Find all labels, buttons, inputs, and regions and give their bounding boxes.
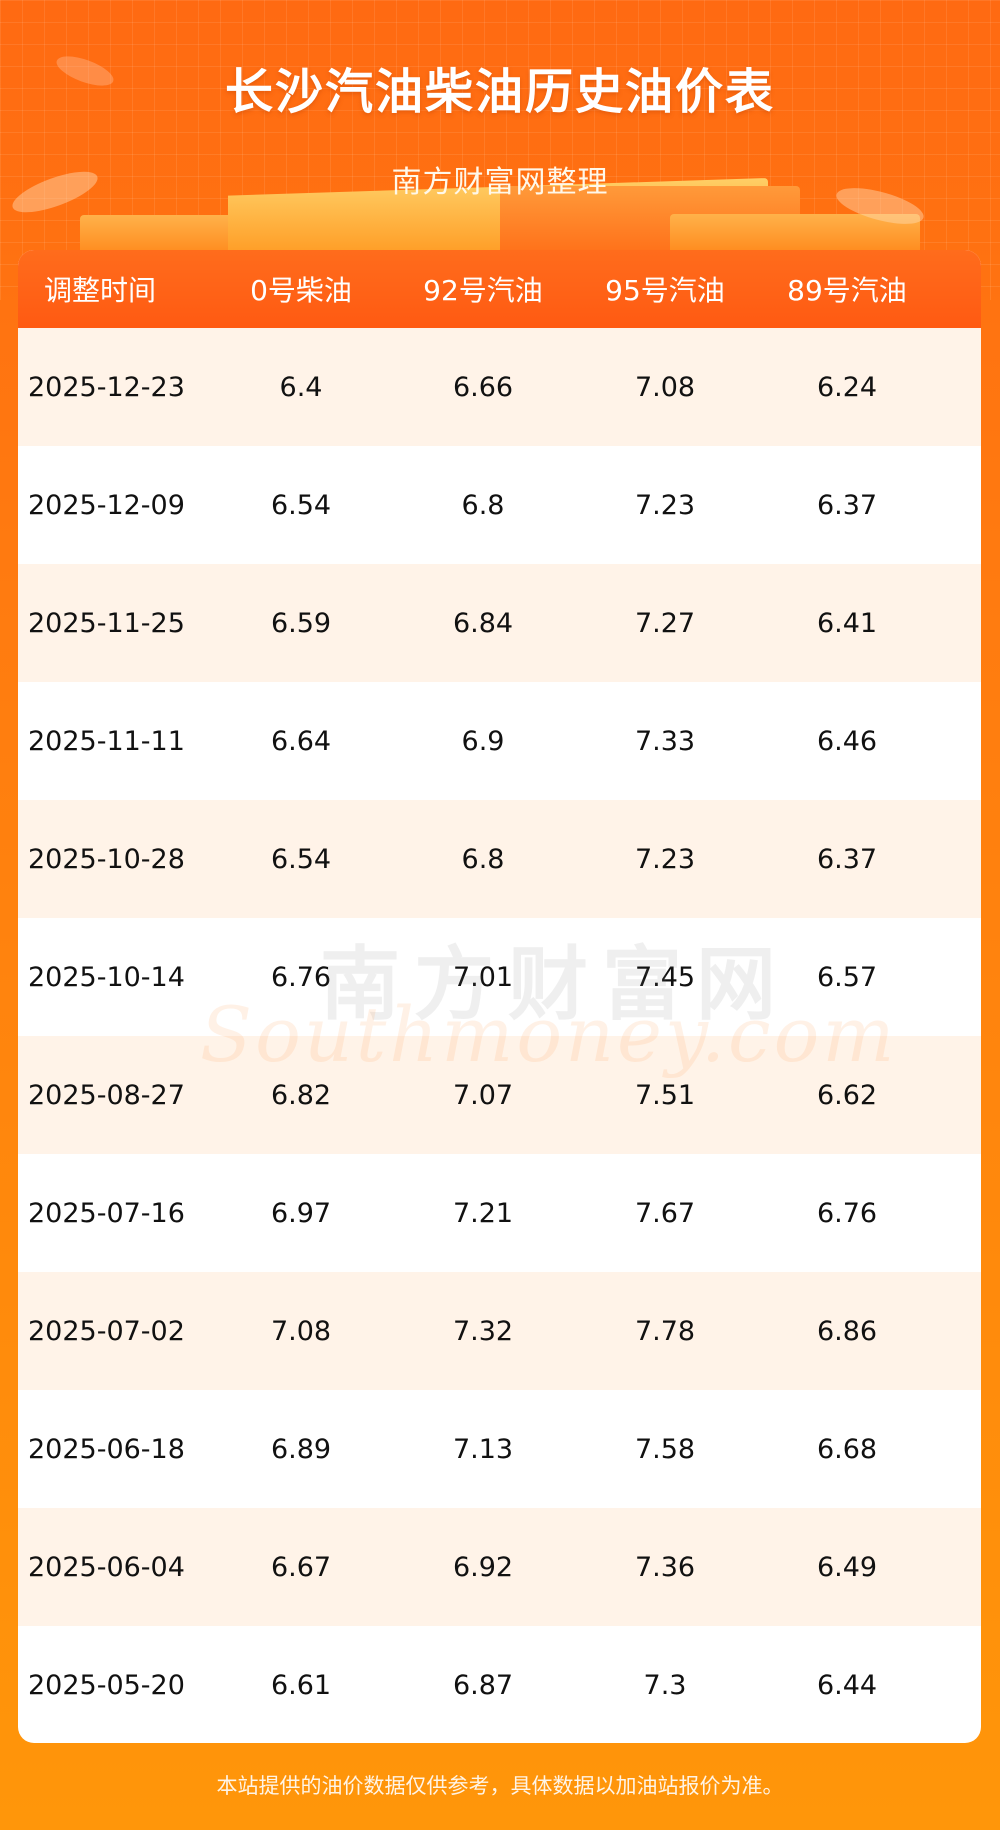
page-title: 长沙汽油柴油历史油价表 [224,64,775,120]
cell-date: 2025-07-02 [28,1315,185,1347]
table-header: 调整时间 0号柴油 92号汽油 95号汽油 89号汽油 [18,250,981,328]
cell-date: 2025-05-20 [28,1669,185,1701]
cell-date: 2025-06-04 [28,1551,185,1583]
cell-gasoline-92: 6.9 [461,725,505,757]
cell-date: 2025-10-14 [28,961,185,993]
cell-gasoline-92: 6.87 [452,1669,514,1701]
cell-gasoline-89: 6.68 [816,1433,878,1465]
cell-gasoline-92: 6.66 [452,371,514,403]
cell-gasoline-95: 7.67 [634,1197,696,1229]
table-row: 2025-05-20 6.61 6.87 7.3 6.44 [18,1626,981,1743]
column-header-date: 调整时间 [44,274,157,307]
cell-gasoline-89: 6.41 [816,607,878,639]
cell-gasoline-89: 6.46 [816,725,878,757]
table-row: 2025-12-23 6.4 6.66 7.08 6.24 [18,328,981,446]
column-header-gasoline-89: 89号汽油 [787,274,907,307]
cell-date: 2025-11-25 [28,607,185,639]
footer-disclaimer: 本站提供的油价数据仅供参考，具体数据以加油站报价为准。 [216,1774,784,1798]
cell-date: 2025-10-28 [28,843,185,875]
cell-date: 2025-12-09 [28,489,185,521]
table-row: 2025-07-02 7.08 7.32 7.78 6.86 [18,1272,981,1390]
cell-gasoline-95: 7.45 [634,961,696,993]
cell-gasoline-89: 6.57 [816,961,878,993]
cell-gasoline-95: 7.33 [634,725,696,757]
cell-gasoline-89: 6.49 [816,1551,878,1583]
cell-date: 2025-07-16 [28,1197,185,1229]
table-row: 2025-10-14 6.76 7.01 7.45 6.57 [18,918,981,1036]
cell-gasoline-95: 7.3 [643,1669,687,1701]
cell-gasoline-89: 6.37 [816,489,878,521]
cell-gasoline-92: 7.07 [452,1079,514,1111]
cell-date: 2025-06-18 [28,1433,185,1465]
cell-gasoline-92: 7.21 [452,1197,514,1229]
cell-gasoline-95: 7.23 [634,489,696,521]
cell-gasoline-89: 6.62 [816,1079,878,1111]
table-row: 2025-08-27 6.82 7.07 7.51 6.62 [18,1036,981,1154]
column-header-diesel-0: 0号柴油 [250,274,352,307]
cell-gasoline-92: 6.84 [452,607,514,639]
cell-diesel-0: 6.59 [270,607,332,639]
table-row: 2025-10-28 6.54 6.8 7.23 6.37 [18,800,981,918]
cell-diesel-0: 6.64 [270,725,332,757]
cell-gasoline-95: 7.23 [634,843,696,875]
cell-gasoline-92: 6.92 [452,1551,514,1583]
cell-diesel-0: 6.97 [270,1197,332,1229]
cell-gasoline-89: 6.76 [816,1197,878,1229]
cell-gasoline-95: 7.27 [634,607,696,639]
cell-diesel-0: 6.82 [270,1079,332,1111]
table-row: 2025-07-16 6.97 7.21 7.67 6.76 [18,1154,981,1272]
cell-diesel-0: 7.08 [270,1315,332,1347]
cell-diesel-0: 6.61 [270,1669,332,1701]
decoration-block [670,214,920,254]
cell-gasoline-95: 7.58 [634,1433,696,1465]
cell-gasoline-89: 6.86 [816,1315,878,1347]
table-row: 2025-06-04 6.67 6.92 7.36 6.49 [18,1508,981,1626]
table-row: 2025-12-09 6.54 6.8 7.23 6.37 [18,446,981,564]
cell-diesel-0: 6.67 [270,1551,332,1583]
page-subtitle: 南方财富网整理 [391,165,609,200]
cell-gasoline-92: 7.32 [452,1315,514,1347]
cell-gasoline-92: 6.8 [461,843,505,875]
cell-gasoline-95: 7.78 [634,1315,696,1347]
cell-gasoline-92: 7.13 [452,1433,514,1465]
cell-gasoline-89: 6.37 [816,843,878,875]
cell-diesel-0: 6.76 [270,961,332,993]
cell-diesel-0: 6.54 [270,843,332,875]
cell-gasoline-89: 6.24 [816,371,878,403]
oil-price-table: 调整时间 0号柴油 92号汽油 95号汽油 89号汽油 2025-12-23 6… [18,250,981,1743]
cell-date: 2025-08-27 [28,1079,185,1111]
cell-gasoline-95: 7.08 [634,371,696,403]
cell-gasoline-92: 7.01 [452,961,514,993]
cell-gasoline-95: 7.51 [634,1079,696,1111]
cell-diesel-0: 6.89 [270,1433,332,1465]
cell-diesel-0: 6.54 [270,489,332,521]
cell-gasoline-89: 6.44 [816,1669,878,1701]
cell-diesel-0: 6.4 [279,371,323,403]
table-row: 2025-06-18 6.89 7.13 7.58 6.68 [18,1390,981,1508]
column-header-gasoline-92: 92号汽油 [423,274,543,307]
header-banner: 长沙汽油柴油历史油价表 南方财富网整理 [0,0,1000,260]
table-row: 2025-11-25 6.59 6.84 7.27 6.41 [18,564,981,682]
cell-gasoline-92: 6.8 [461,489,505,521]
cell-gasoline-95: 7.36 [634,1551,696,1583]
column-header-gasoline-95: 95号汽油 [605,274,725,307]
cell-date: 2025-11-11 [28,725,185,757]
table-row: 2025-11-11 6.64 6.9 7.33 6.46 [18,682,981,800]
cell-date: 2025-12-23 [28,371,185,403]
